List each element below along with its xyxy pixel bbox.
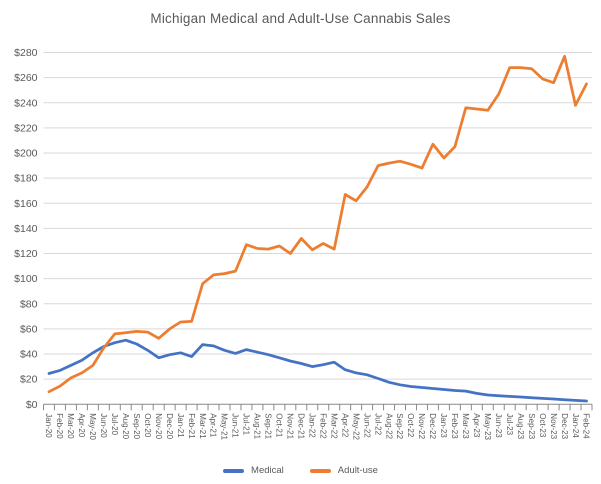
medical-series-line bbox=[47, 338, 588, 403]
x-tick-label: Sep-20 bbox=[132, 413, 141, 439]
x-tick-label: May-23 bbox=[483, 413, 492, 440]
x-tick-label: Jan-24 bbox=[571, 413, 580, 438]
x-tick-label: May-20 bbox=[88, 413, 97, 440]
x-tick-label: Aug-22 bbox=[384, 413, 393, 439]
x-tick-label: Apr-23 bbox=[472, 413, 481, 438]
x-tick-label: Jul-20 bbox=[110, 413, 119, 435]
x-tick-label: Aug-21 bbox=[253, 413, 262, 439]
y-tick-label: $100 bbox=[14, 273, 38, 285]
x-tick-label: Feb-23 bbox=[450, 413, 459, 439]
x-tick-label: Mar-22 bbox=[329, 413, 338, 439]
x-tick-label: Feb-24 bbox=[582, 413, 591, 439]
legend: Medical Adult-use bbox=[0, 465, 601, 476]
x-tick-label: Jan-22 bbox=[307, 413, 316, 438]
x-tick-label: Nov-21 bbox=[286, 413, 295, 439]
x-tick-label: Feb-20 bbox=[55, 413, 64, 439]
y-tick-label: $0 bbox=[26, 399, 38, 411]
y-tick-label: $120 bbox=[14, 248, 38, 260]
x-tick-label: Feb-22 bbox=[318, 413, 327, 439]
y-tick-label: $200 bbox=[14, 148, 38, 160]
x-tick-label: Aug-23 bbox=[516, 413, 525, 439]
x-tick-label: Jun-22 bbox=[362, 413, 371, 438]
x-tick-label: Dec-20 bbox=[165, 413, 174, 439]
x-tick-label: Mar-21 bbox=[198, 413, 207, 439]
x-tick-label: Feb-21 bbox=[187, 413, 196, 439]
x-tick-label: Nov-23 bbox=[549, 413, 558, 439]
x-tick-label: Jun-21 bbox=[231, 413, 240, 438]
x-tick-label: May-21 bbox=[220, 413, 229, 440]
x-tick-label: Dec-23 bbox=[560, 413, 569, 439]
y-tick-label: $80 bbox=[20, 298, 38, 310]
x-tick-label: Oct-23 bbox=[538, 413, 547, 438]
x-tick-label: Nov-20 bbox=[154, 413, 163, 439]
y-tick-label: $20 bbox=[20, 374, 38, 386]
y-tick-label: $40 bbox=[20, 349, 38, 361]
x-tick-label: Sep-21 bbox=[264, 413, 273, 439]
x-tick-label: May-22 bbox=[351, 413, 360, 440]
y-tick-label: $180 bbox=[14, 173, 38, 185]
x-tick-label: Apr-22 bbox=[340, 413, 349, 438]
x-tick-label: Jun-23 bbox=[494, 413, 503, 438]
y-tick-label: $260 bbox=[14, 72, 38, 84]
x-tick-label: Oct-20 bbox=[143, 413, 152, 438]
y-tick-label: $140 bbox=[14, 223, 38, 235]
plot-area: $0 $20 $40 $60 $80 $100 $120 $140 $160 $180 $200 $2… bbox=[14, 47, 593, 441]
y-tick-label: $160 bbox=[14, 198, 38, 210]
x-tick-label: Mar-20 bbox=[66, 413, 75, 439]
x-tick-label: Nov-22 bbox=[417, 413, 426, 439]
x-tick-label: Jan-23 bbox=[439, 413, 448, 438]
x-tick-label: Oct-22 bbox=[406, 413, 415, 438]
x-tick-label: Dec-21 bbox=[296, 413, 305, 439]
medical-line-swatch bbox=[223, 468, 245, 473]
x-tick-label: Oct-21 bbox=[275, 413, 284, 438]
y-tick-label: $60 bbox=[20, 323, 38, 335]
y-tick-label: $240 bbox=[14, 97, 38, 109]
chart-title: Michigan Medical and Adult-Use Cannabis … bbox=[150, 11, 451, 26]
y-tick-label: $280 bbox=[14, 47, 38, 59]
legend-label-medical: Medical bbox=[251, 465, 284, 476]
x-tick-label: Dec-22 bbox=[428, 413, 437, 439]
legend-item-medical[interactable]: Medical bbox=[223, 465, 284, 476]
legend-item-adult-use[interactable]: Adult-use bbox=[309, 465, 378, 476]
x-tick-label: Mar-23 bbox=[461, 413, 470, 439]
x-tick-label: Jul-21 bbox=[242, 413, 251, 435]
x-tick-label: Apr-21 bbox=[209, 413, 218, 438]
x-tick-label: Jul-23 bbox=[505, 413, 514, 435]
x-tick-label: Sep-23 bbox=[527, 413, 536, 439]
x-tick-label: Apr-20 bbox=[77, 413, 86, 438]
x-tick-label: Sep-22 bbox=[395, 413, 404, 439]
x-tick-label: Aug-20 bbox=[121, 413, 130, 439]
x-tick-label: Jun-20 bbox=[99, 413, 108, 438]
x-tick-label: Jan-21 bbox=[176, 413, 185, 438]
adult-use-line-swatch bbox=[309, 468, 331, 473]
x-tick-label: Jul-22 bbox=[373, 413, 382, 435]
y-tick-label: $220 bbox=[14, 122, 38, 134]
adult-use-series-line bbox=[47, 54, 588, 394]
x-tick-label: Jan-20 bbox=[44, 413, 53, 438]
legend-label-adult-use: Adult-use bbox=[337, 465, 378, 476]
